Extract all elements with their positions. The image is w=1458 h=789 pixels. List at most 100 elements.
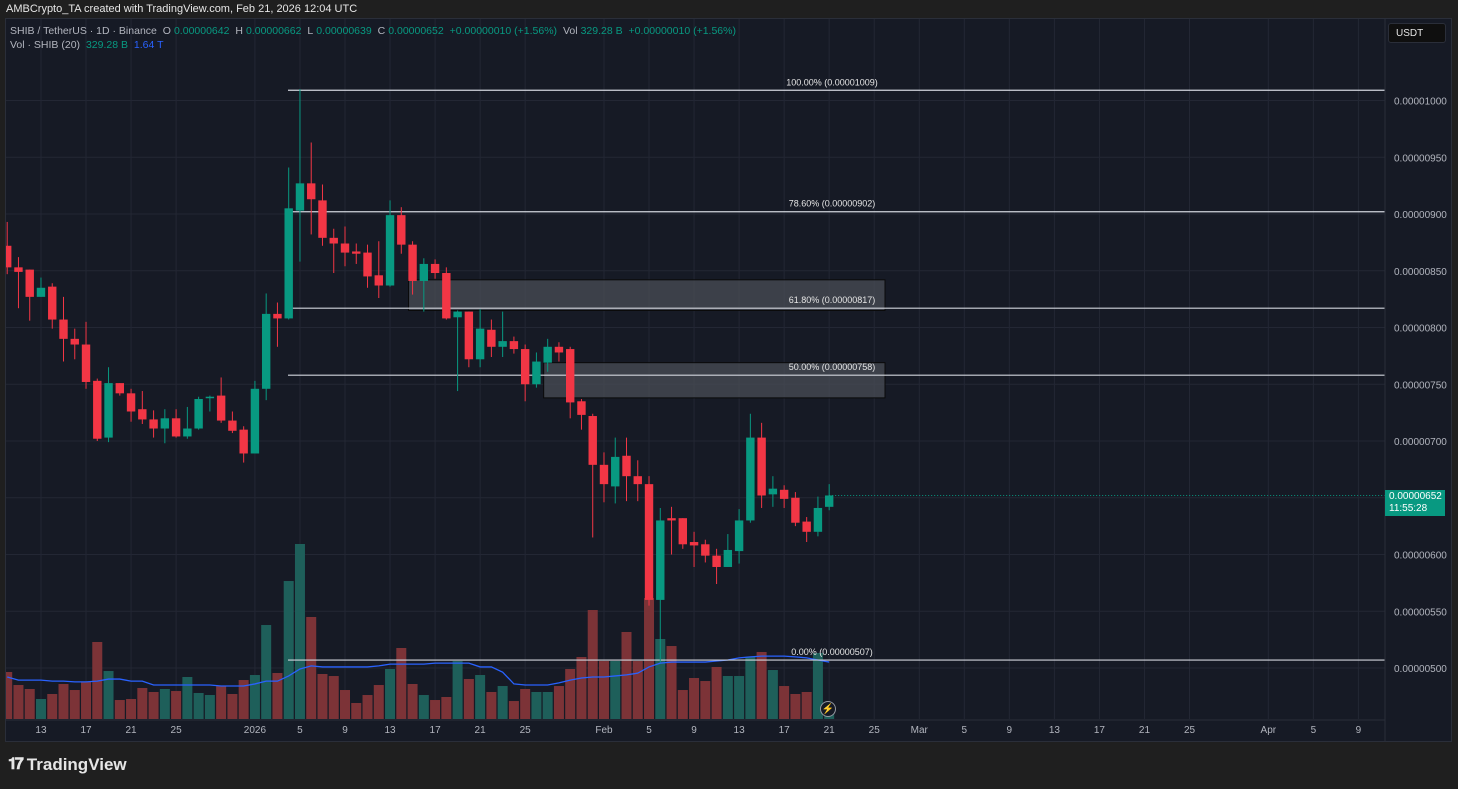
candle-body [813, 507, 823, 532]
y-tick-label: 0.00000700 [1394, 437, 1447, 448]
volume-indicator-value: 329.28 B [85, 39, 128, 51]
ohlc-legend: SHIB / TetherUS · 1D · Binance O 0.000006… [10, 25, 739, 37]
candle-body [397, 215, 406, 245]
candle-body [588, 416, 597, 465]
volume-bar [171, 691, 182, 719]
high-label: H [235, 25, 243, 37]
candle-body [667, 518, 676, 521]
candle [126, 388, 136, 422]
candle-body [419, 263, 429, 281]
vol-value: 329.28 B [580, 25, 623, 37]
candle-body [363, 252, 372, 277]
candle-body [25, 269, 34, 297]
candle-body [239, 429, 248, 454]
candle [453, 310, 462, 392]
candle [689, 531, 699, 567]
y-tick-label: 0.00000550 [1394, 607, 1447, 618]
candle-body [442, 273, 451, 319]
low-label: L [307, 25, 314, 37]
candle [430, 259, 440, 279]
volume-bar [542, 691, 553, 719]
volume-indicator-label[interactable]: Vol · SHIB (20) [10, 39, 81, 51]
volume-bar [812, 652, 823, 719]
x-tick-label: 13 [384, 725, 396, 736]
candle [599, 452, 609, 503]
symbol-label[interactable]: SHIB / TetherUS · 1D · Binance [10, 25, 157, 37]
volume-bar [790, 694, 801, 719]
candle [115, 383, 124, 396]
candle [14, 257, 23, 309]
candle [520, 344, 530, 402]
x-tick-label: 17 [430, 725, 442, 736]
candle [25, 269, 34, 321]
volume-bar [294, 544, 305, 719]
volume-bar [114, 700, 125, 719]
volume-bar [340, 690, 350, 719]
candle [408, 241, 417, 295]
candle-body [352, 251, 361, 254]
x-tick-label: 5 [1311, 725, 1317, 736]
change-value: +0.00000010 (+1.56%) [449, 25, 558, 37]
candle [543, 338, 552, 372]
candle [464, 311, 474, 368]
y-tick-label: 0.00000850 [1394, 267, 1447, 278]
volume-bar [677, 690, 688, 719]
volume-bar [103, 671, 114, 719]
x-tick-label: 25 [520, 725, 532, 736]
candle [824, 484, 834, 511]
candle [656, 507, 665, 663]
volume-bar [689, 677, 700, 719]
candle-body [554, 346, 564, 353]
candle-body [656, 520, 665, 600]
volume-bar [407, 684, 418, 719]
supply-zone-box [543, 362, 886, 399]
volume-bar [632, 661, 643, 719]
x-tick-label: 17 [779, 725, 791, 736]
candle [509, 336, 519, 354]
currency-button[interactable]: USDT [1388, 23, 1446, 43]
candle-body [430, 263, 440, 274]
candle [723, 534, 733, 567]
candle [228, 411, 237, 434]
volume-bar [148, 691, 159, 719]
x-tick-label: 25 [1184, 725, 1196, 736]
volume-ma-line [7, 655, 830, 687]
close-label: C [377, 25, 386, 37]
low-value: 0.00000639 [316, 25, 372, 37]
candle-body [689, 542, 699, 546]
x-tick-label: 9 [1007, 725, 1013, 736]
x-tick-label: 5 [962, 725, 968, 736]
candle [307, 142, 316, 235]
volume-bar [610, 661, 621, 719]
volume-bar [373, 685, 384, 719]
volume-bar [35, 699, 46, 719]
candle [622, 437, 631, 502]
x-tick-label: 21 [824, 725, 836, 736]
volume-bar [249, 675, 260, 719]
volume-bar [306, 616, 317, 719]
x-tick-label: Mar [911, 725, 929, 736]
candle-body [622, 455, 631, 477]
candle-body [644, 484, 654, 600]
volume-bar [328, 676, 339, 719]
candle-body [59, 319, 68, 339]
candle-body [261, 313, 271, 389]
volume-bar [385, 669, 396, 719]
candle-body [678, 518, 687, 545]
tradingview-logo-text: TradingView [26, 755, 127, 774]
tradingview-logo[interactable]: 𝟏𝟕 TradingView [8, 755, 127, 775]
volume-bar [767, 670, 778, 719]
y-tick-label: 0.00000900 [1394, 210, 1447, 221]
volume-bar [565, 669, 576, 719]
x-tick-label: 25 [171, 725, 183, 736]
volume-bar [182, 676, 193, 719]
candle-body [126, 393, 136, 412]
candle-body [48, 286, 57, 320]
lightning-icon[interactable]: ⚡ [820, 701, 836, 717]
candle-body [633, 476, 642, 485]
fib-level-label: 78.60% (0.00000902) [789, 199, 876, 209]
candle-body [81, 344, 91, 382]
bar-countdown: 11:55:28 [1389, 503, 1428, 514]
candle-body [160, 418, 170, 429]
